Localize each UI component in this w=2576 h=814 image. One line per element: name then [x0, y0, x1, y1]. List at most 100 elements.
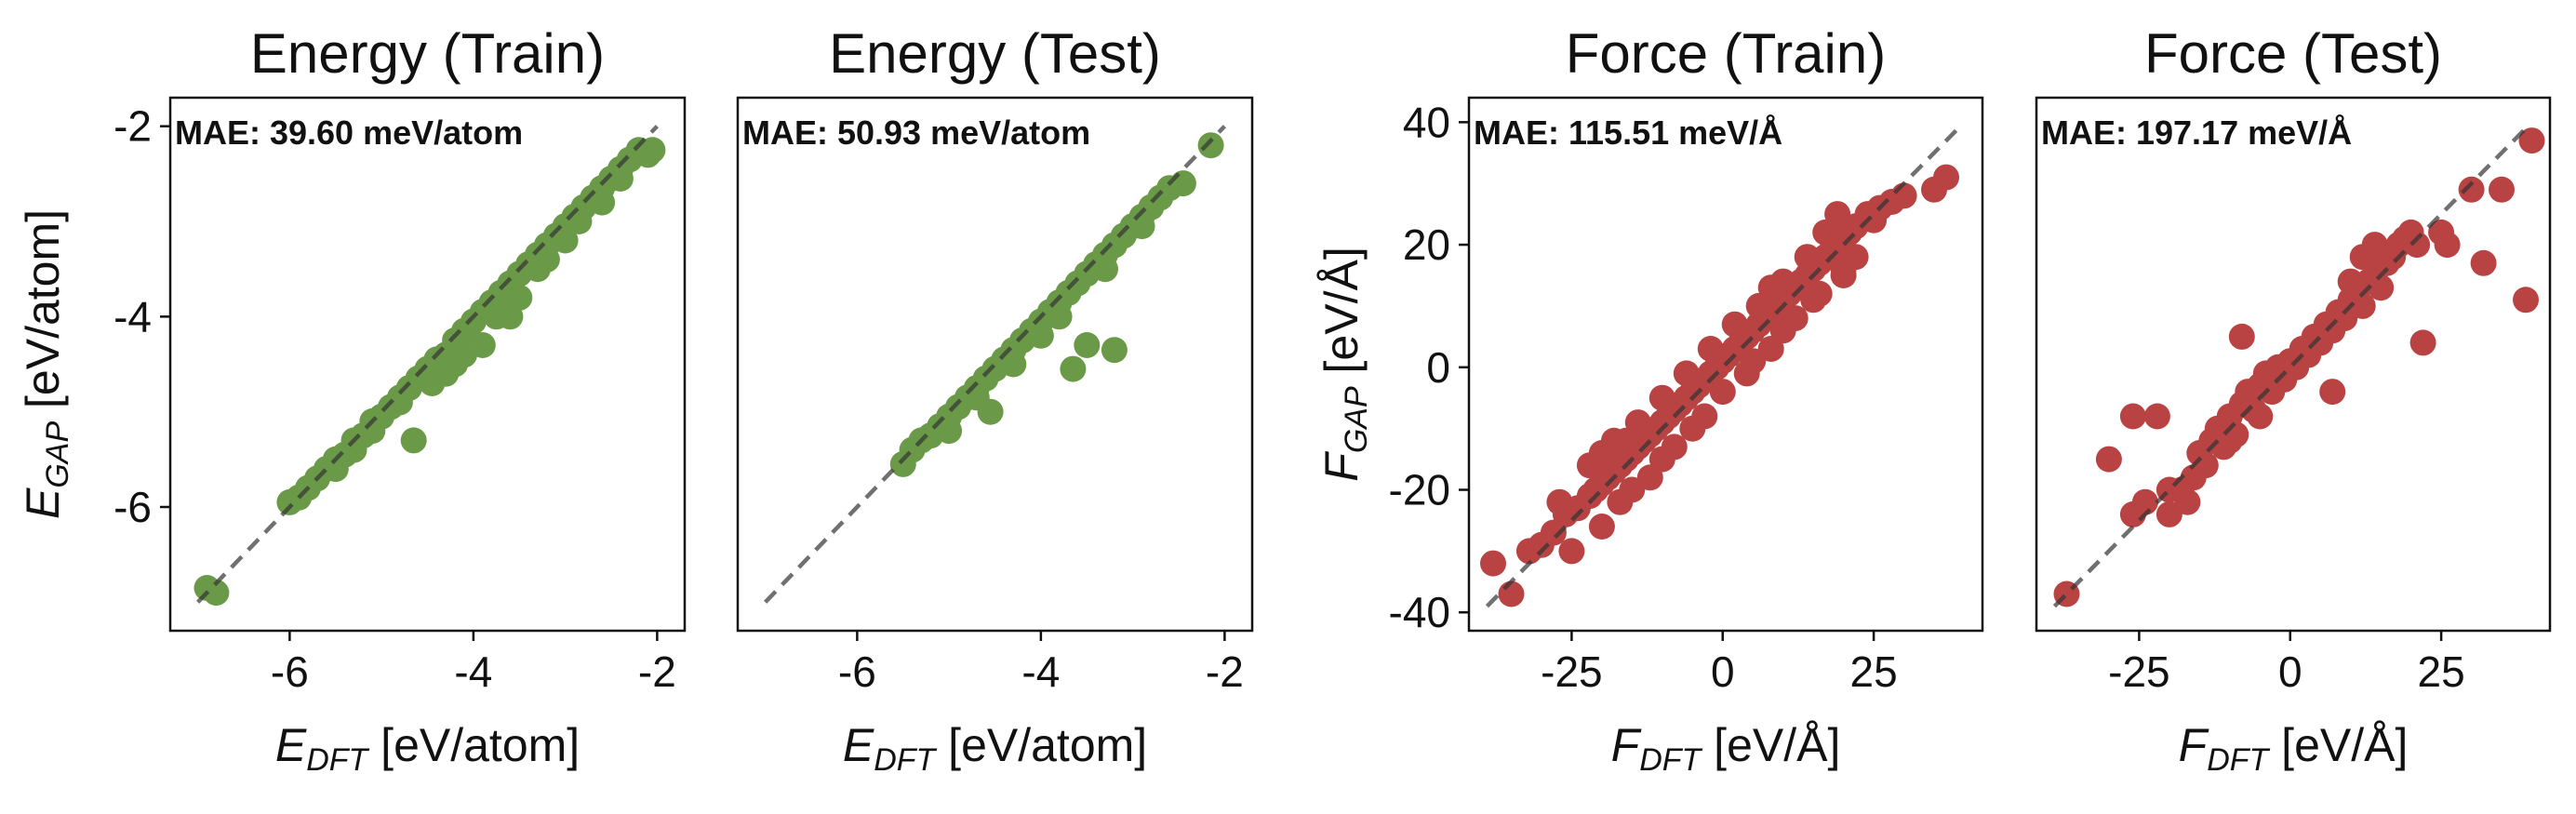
data-point: [1101, 337, 1128, 364]
plot-area: [194, 125, 666, 607]
data-point: [2404, 232, 2431, 259]
data-point: [1890, 182, 1917, 209]
x-tick-label: -6: [838, 647, 876, 696]
data-point: [2228, 323, 2255, 350]
data-point: [322, 456, 349, 483]
data-point: [1824, 201, 1851, 228]
data-point: [1812, 219, 1839, 246]
data-point: [2319, 379, 2346, 406]
data-point: [2349, 244, 2376, 271]
data-point: [451, 341, 477, 368]
data-point: [1540, 519, 1567, 546]
data-point: [1661, 434, 1688, 460]
data-point: [1745, 292, 1772, 319]
x-tick-label: 25: [2418, 647, 2465, 696]
y-tick-label: 40: [1403, 98, 1450, 146]
data-point: [2119, 500, 2146, 527]
data-point: [1830, 256, 1857, 283]
data-point: [1074, 332, 1101, 358]
parity-line: [764, 125, 1226, 604]
data-point: [552, 227, 579, 254]
data-point: [419, 370, 446, 396]
data-point: [2489, 176, 2515, 203]
data-point: [1757, 274, 1784, 301]
data-point: [1806, 280, 1833, 307]
x-tick-label: -2: [1206, 647, 1244, 696]
mae-annotation: MAE: 39.60 meV/atom: [175, 113, 523, 152]
data-point: [2095, 446, 2122, 473]
x-tick-label: -4: [1021, 647, 1060, 696]
data-point: [1546, 488, 1573, 515]
data-point: [1197, 132, 1224, 159]
x-tick-label: -25: [2108, 647, 2169, 696]
data-point: [1128, 213, 1155, 240]
data-point: [1480, 550, 1506, 577]
y-tick-label: -6: [113, 483, 152, 531]
x-axis-label: FDFT [eV/Å]: [2179, 719, 2409, 778]
data-point: [1757, 336, 1784, 362]
panel-3: Force (Train) -25 0 25 -40 -20 0 20 40 MAE: 115.5…: [1315, 22, 1984, 778]
data-point: [1169, 170, 1196, 197]
x-axis-label: FDFT [eV/Å]: [1611, 719, 1841, 778]
data-point: [400, 427, 427, 454]
data-point: [1046, 303, 1073, 330]
data-point: [492, 294, 519, 321]
panel-4: Force (Test) -25 0 25 MAE: 197.17 meV/Å FDFT …: [2035, 22, 2552, 778]
data-point: [2409, 329, 2436, 356]
data-point: [2247, 403, 2274, 430]
data-point: [1607, 488, 1634, 515]
data-point: [1709, 379, 1736, 406]
data-point: [566, 208, 593, 234]
x-tick-label: -25: [1541, 647, 1602, 696]
data-point: [1933, 164, 1959, 191]
y-tick-label: -20: [1389, 466, 1450, 514]
data-point: [1794, 244, 1821, 271]
plot-area: [2052, 127, 2545, 608]
data-point: [639, 137, 666, 164]
y-tick-label: -4: [113, 292, 152, 340]
y-tick-label: -40: [1389, 588, 1450, 636]
panel-1: Energy (Train) -6 -4 -2 -6 -4 -2 MAE: 39.60 meV…: [17, 22, 687, 778]
y-tick-label: 20: [1403, 220, 1450, 269]
x-tick-label: -6: [271, 647, 309, 696]
x-tick-label: 0: [1711, 647, 1735, 696]
data-point: [1060, 355, 1087, 382]
panel-title: Energy (Test): [829, 22, 1161, 85]
data-point: [1636, 464, 1663, 491]
data-point: [1576, 452, 1603, 479]
plot-area: [1480, 127, 1960, 608]
panel-title: Force (Test): [2144, 22, 2442, 85]
data-point: [1624, 409, 1651, 436]
data-point: [2337, 268, 2364, 295]
data-point: [1861, 207, 1888, 234]
data-point: [2216, 427, 2243, 454]
data-point: [936, 418, 963, 445]
data-point: [1673, 360, 1700, 387]
data-point: [1648, 384, 1675, 411]
parity-line: [1485, 127, 1960, 608]
data-point: [1697, 336, 1724, 362]
data-point: [2458, 176, 2485, 203]
data-point: [1691, 403, 1718, 430]
data-point: [607, 166, 634, 192]
mae-annotation: MAE: 115.51 meV/Å: [1474, 113, 1782, 152]
mae-annotation: MAE: 50.93 meV/atom: [742, 113, 1090, 152]
y-axis-label: FGAP [eV/Å]: [1315, 247, 1374, 481]
axes-frame: [2035, 96, 2552, 633]
data-point: [2349, 292, 2376, 319]
axes-frame: [1467, 96, 1984, 633]
parity-line: [2052, 127, 2528, 608]
x-tick-label: -4: [454, 647, 492, 696]
data-point: [2518, 127, 2545, 154]
plot-area: [764, 125, 1226, 604]
data-point: [1558, 538, 1585, 565]
data-point: [359, 418, 386, 445]
data-point: [1588, 514, 1615, 540]
data-point: [963, 384, 990, 411]
data-point: [1027, 322, 1054, 349]
data-point: [340, 436, 367, 463]
panel-title: Force (Train): [1566, 22, 1886, 85]
data-point: [2470, 249, 2497, 276]
data-point: [203, 580, 230, 607]
axes-frame: [168, 96, 687, 633]
